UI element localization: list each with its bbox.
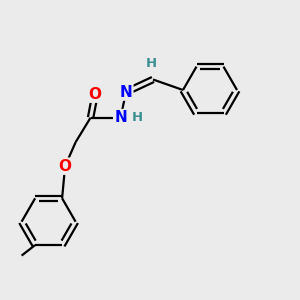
Text: N: N	[120, 85, 132, 100]
Text: H: H	[146, 57, 157, 70]
Text: H: H	[131, 111, 143, 124]
Text: O: O	[58, 159, 72, 174]
Text: O: O	[88, 87, 102, 102]
Text: N: N	[114, 110, 127, 125]
